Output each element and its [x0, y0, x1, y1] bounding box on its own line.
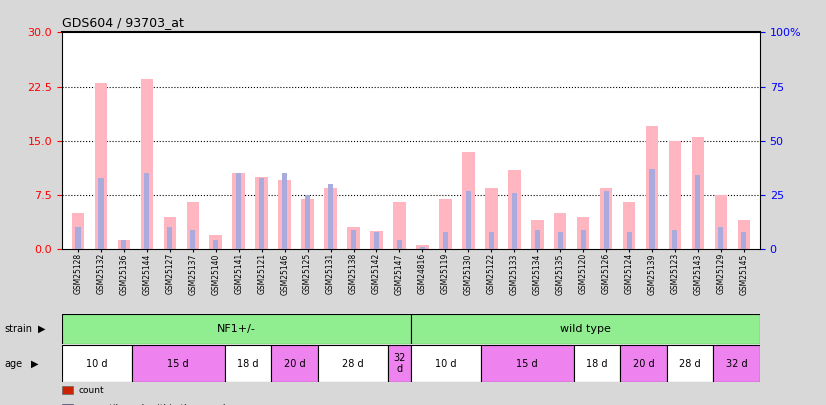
Text: 32
d: 32 d	[393, 353, 406, 375]
Bar	[411, 345, 481, 382]
Bar	[62, 345, 132, 382]
Bar	[420, 247, 425, 249]
Bar	[387, 345, 411, 382]
Bar	[325, 188, 337, 249]
Text: 20 d: 20 d	[633, 359, 654, 369]
Bar	[225, 345, 271, 382]
Bar	[347, 228, 360, 249]
Bar	[577, 217, 590, 249]
Bar	[278, 181, 291, 249]
Bar	[534, 230, 539, 249]
Text: ▶: ▶	[38, 324, 45, 334]
Bar	[164, 217, 176, 249]
Bar	[370, 231, 382, 249]
Bar	[691, 137, 705, 249]
Bar	[531, 220, 544, 249]
Bar	[574, 345, 620, 382]
Bar	[411, 314, 760, 344]
Text: strain: strain	[4, 324, 32, 334]
Bar	[117, 241, 131, 249]
Text: ▶: ▶	[31, 359, 39, 369]
Bar	[627, 232, 632, 249]
Text: 10 d: 10 d	[435, 359, 457, 369]
Bar	[236, 173, 241, 249]
Bar	[649, 169, 654, 249]
Bar	[669, 141, 681, 249]
Bar	[581, 230, 586, 249]
Bar	[140, 79, 153, 249]
Bar	[259, 177, 264, 249]
Bar	[481, 345, 574, 382]
Bar	[328, 184, 333, 249]
Text: percentile rank within the sample: percentile rank within the sample	[78, 404, 231, 405]
Bar	[145, 173, 150, 249]
Bar	[714, 195, 727, 249]
Bar	[667, 345, 714, 382]
Bar	[620, 345, 667, 382]
Bar	[558, 232, 563, 249]
Bar	[646, 126, 658, 249]
Bar	[62, 314, 411, 344]
Bar	[489, 232, 494, 249]
Bar	[623, 202, 635, 249]
Bar	[554, 213, 567, 249]
Text: 32 d: 32 d	[726, 359, 748, 369]
Text: age: age	[4, 359, 22, 369]
Bar	[512, 193, 517, 249]
Bar	[485, 188, 497, 249]
Bar	[187, 202, 199, 249]
Bar	[75, 228, 81, 249]
Bar	[443, 232, 448, 249]
Bar	[393, 202, 406, 249]
Bar	[232, 173, 245, 249]
Text: NF1+/-: NF1+/-	[217, 324, 256, 334]
Bar	[168, 228, 173, 249]
Bar	[466, 191, 471, 249]
Bar	[714, 345, 760, 382]
Text: 10 d: 10 d	[86, 359, 107, 369]
Bar	[318, 345, 387, 382]
Bar	[121, 241, 126, 249]
Bar	[213, 241, 218, 249]
Bar	[351, 230, 356, 249]
Bar	[282, 173, 287, 249]
Bar	[462, 151, 475, 249]
Bar	[255, 177, 268, 249]
Bar	[719, 228, 724, 249]
Bar	[672, 230, 677, 249]
Bar	[374, 232, 379, 249]
Text: GDS604 / 93703_at: GDS604 / 93703_at	[62, 16, 184, 29]
Bar	[738, 220, 750, 249]
Bar	[132, 345, 225, 382]
Text: count: count	[78, 386, 104, 394]
Bar	[98, 177, 103, 249]
Bar	[604, 191, 609, 249]
Bar	[508, 170, 520, 249]
Bar	[210, 234, 222, 249]
Bar	[600, 188, 612, 249]
Bar	[190, 230, 195, 249]
Bar	[305, 195, 310, 249]
Text: 20 d: 20 d	[284, 359, 306, 369]
Text: 15 d: 15 d	[516, 359, 538, 369]
Text: 18 d: 18 d	[586, 359, 608, 369]
Bar	[72, 213, 84, 249]
Text: 28 d: 28 d	[342, 359, 363, 369]
Bar	[416, 245, 429, 249]
Text: wild type: wild type	[560, 324, 611, 334]
Text: 15 d: 15 d	[168, 359, 189, 369]
Text: 18 d: 18 d	[237, 359, 259, 369]
Text: 28 d: 28 d	[679, 359, 701, 369]
Bar	[397, 241, 402, 249]
Bar	[301, 198, 314, 249]
Bar	[271, 345, 318, 382]
Bar	[95, 83, 107, 249]
Bar	[695, 175, 700, 249]
Bar	[439, 198, 452, 249]
Bar	[741, 232, 747, 249]
